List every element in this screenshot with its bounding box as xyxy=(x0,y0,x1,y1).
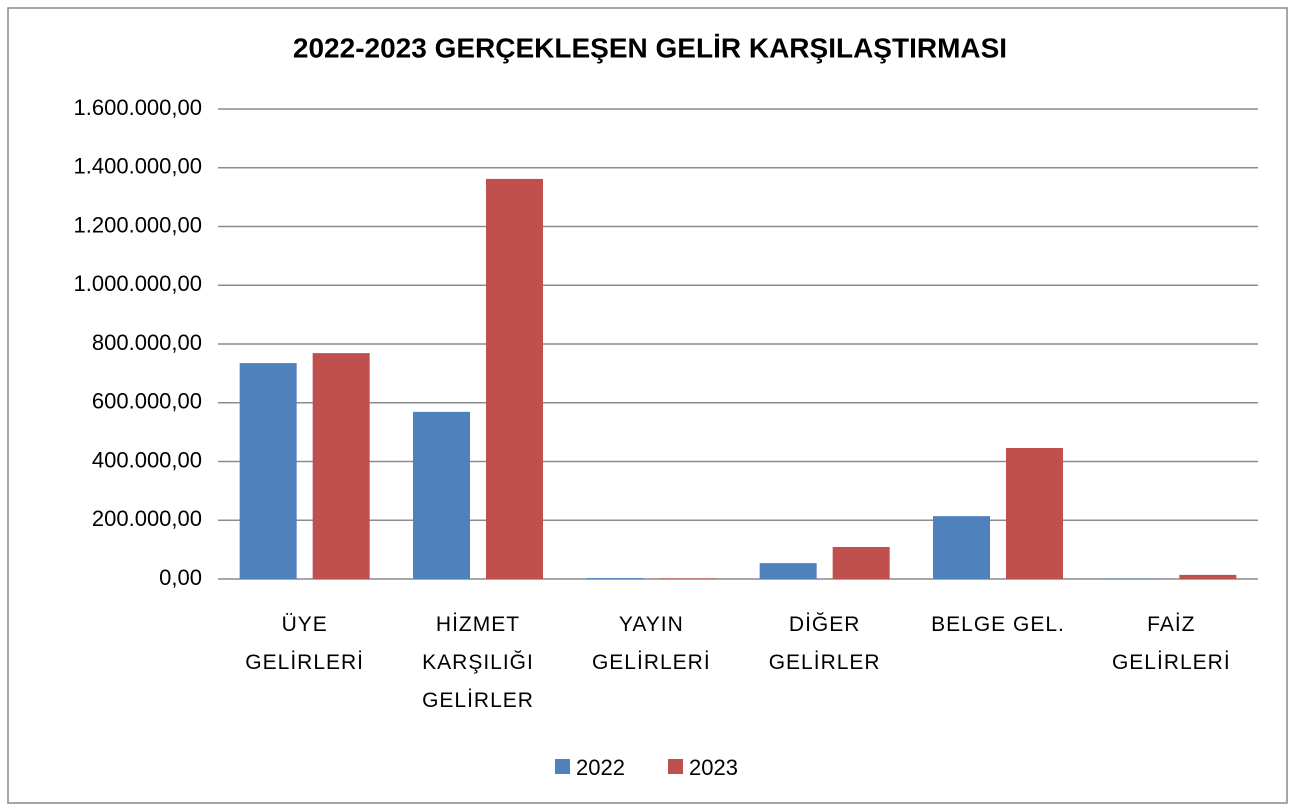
bar xyxy=(586,578,644,579)
bar xyxy=(1179,574,1237,579)
bar xyxy=(239,363,297,579)
x-tick-label: ÜYE GELİRLERİ xyxy=(245,613,364,674)
legend-swatch xyxy=(555,759,570,774)
y-tick-label: 1.200.000,00 xyxy=(74,212,202,237)
x-tick-label: FAİZ GELİRLERİ xyxy=(1112,613,1231,674)
bar xyxy=(759,563,817,579)
chart-title: 2022-2023 GERÇEKLEŞEN GELİR KARŞILAŞTIRM… xyxy=(293,32,1007,63)
bar xyxy=(933,516,990,579)
y-tick-label: 600.000,00 xyxy=(92,389,202,414)
y-tick-label: 800.000,00 xyxy=(92,330,202,355)
bar xyxy=(486,178,543,579)
x-tick-label: YAYIN GELİRLERİ xyxy=(592,613,711,674)
y-tick-label: 1.000.000,00 xyxy=(74,271,202,296)
bar xyxy=(1006,447,1063,579)
y-tick-label: 0,00 xyxy=(159,565,202,590)
x-tick-label: DİĞER GELİRLER xyxy=(769,613,881,674)
x-tick-label: BELGE GEL. xyxy=(931,613,1065,636)
bar xyxy=(312,353,370,579)
bar xyxy=(413,411,470,579)
x-tick-label: HİZMET KARŞILIĞI GELİRLER xyxy=(422,613,534,712)
legend-label: 2023 xyxy=(689,755,738,780)
y-tick-label: 1.600.000,00 xyxy=(74,95,202,120)
y-tick-label: 1.400.000,00 xyxy=(74,154,202,179)
y-tick-label: 400.000,00 xyxy=(92,447,202,472)
bar xyxy=(832,546,890,579)
bar xyxy=(659,578,717,579)
y-tick-label: 200.000,00 xyxy=(92,506,202,531)
chart-border xyxy=(7,7,1288,804)
legend-label: 2022 xyxy=(576,755,625,780)
legend-swatch xyxy=(668,759,683,774)
